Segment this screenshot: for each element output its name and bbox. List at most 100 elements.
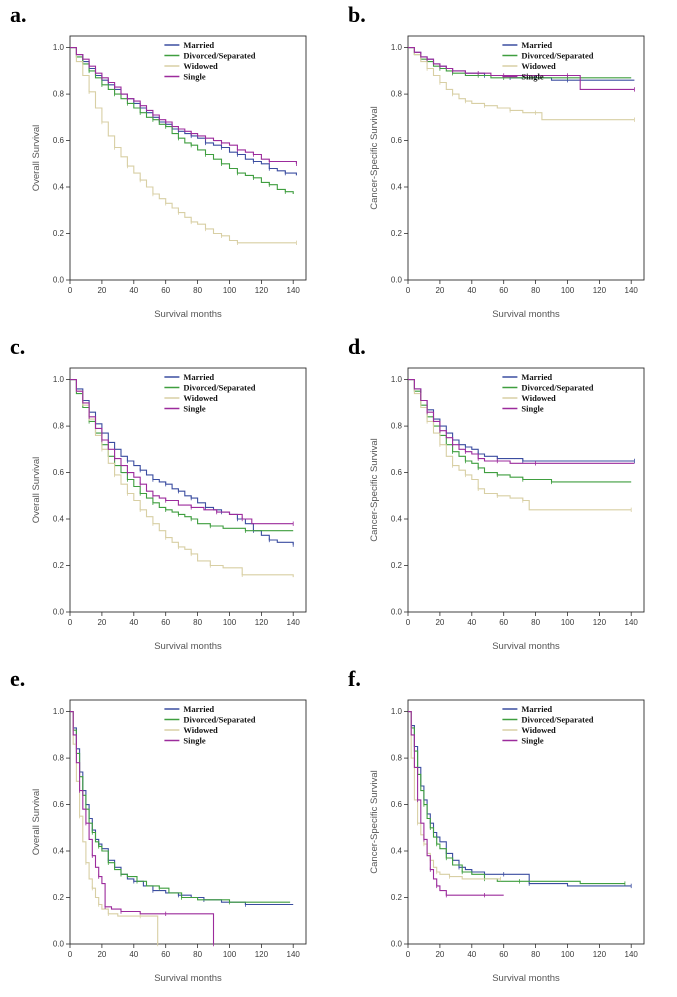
plot-frame bbox=[69, 35, 307, 281]
x-tick-label: 140 bbox=[287, 950, 301, 959]
x-tick-label: 120 bbox=[255, 950, 269, 959]
x-tick-label: 120 bbox=[593, 286, 607, 295]
legend-label-widowed: Widowed bbox=[183, 393, 218, 403]
plot-frame bbox=[69, 699, 307, 945]
x-axis-title: Survival months bbox=[492, 973, 560, 984]
x-tick-label: 40 bbox=[129, 618, 138, 627]
y-tick-label: 0.0 bbox=[53, 608, 65, 617]
km-curve-married bbox=[70, 379, 294, 545]
legend-label-married: Married bbox=[521, 372, 552, 382]
survival-chart: 0.0 0.2 0.4 0.6 0.8 1.0 0 20 40 60 80 100 120 140 Surv… bbox=[369, 367, 645, 652]
x-tick-label: 20 bbox=[435, 286, 444, 295]
legend-label-divorced-separated: Divorced/Separated bbox=[183, 715, 255, 725]
x-tick-label: 40 bbox=[129, 286, 138, 295]
x-tick-label: 100 bbox=[223, 950, 237, 959]
x-tick-label: 60 bbox=[499, 950, 508, 959]
y-tick-label: 0.8 bbox=[53, 422, 65, 431]
legend-label-widowed: Widowed bbox=[183, 725, 218, 735]
y-tick-label: 1.0 bbox=[53, 707, 65, 716]
y-tick-label: 1.0 bbox=[391, 375, 403, 384]
y-tick-label: 0.6 bbox=[53, 468, 65, 477]
y-tick-label: 0.2 bbox=[391, 561, 403, 570]
chart-mount-c: 0.0 0.2 0.4 0.6 0.8 1.0 0 20 40 60 80 100 120 140 Surv… bbox=[26, 358, 318, 659]
survival-chart: 0.0 0.2 0.4 0.6 0.8 1.0 0 20 40 60 80 100 120 140 Surv… bbox=[31, 35, 307, 320]
panel-c: c. 0.0 0.2 0.4 0.6 0.8 1.0 0 20 40 60 80 100 120 140 S… bbox=[0, 332, 338, 664]
survival-chart: 0.0 0.2 0.4 0.6 0.8 1.0 0 20 40 60 80 100 120 140 Surv… bbox=[369, 699, 645, 984]
survival-chart: 0.0 0.2 0.4 0.6 0.8 1.0 0 20 40 60 80 100 120 140 Surv… bbox=[31, 367, 307, 652]
survival-chart: 0.0 0.2 0.4 0.6 0.8 1.0 0 20 40 60 80 100 120 140 Surv… bbox=[369, 35, 645, 320]
panel-b: b. 0.0 0.2 0.4 0.6 0.8 1.0 0 20 40 60 80 100 120 140 S… bbox=[338, 0, 677, 332]
km-curve-divorced-separated bbox=[70, 47, 294, 194]
x-tick-label: 140 bbox=[287, 618, 301, 627]
x-axis-title: Survival months bbox=[492, 309, 560, 320]
x-tick-label: 40 bbox=[129, 950, 138, 959]
x-tick-label: 0 bbox=[406, 286, 411, 295]
x-tick-label: 0 bbox=[68, 950, 73, 959]
x-tick-label: 20 bbox=[97, 618, 106, 627]
x-tick-label: 80 bbox=[193, 950, 202, 959]
x-tick-label: 120 bbox=[593, 618, 607, 627]
y-tick-label: 0.2 bbox=[53, 561, 65, 570]
km-curve-single bbox=[408, 711, 504, 896]
km-curve-divorced-separated bbox=[408, 47, 632, 79]
panel-a: a. 0.0 0.2 0.4 0.6 0.8 1.0 0 20 40 60 80 100 120 140 S… bbox=[0, 0, 338, 332]
y-tick-label: 0.8 bbox=[391, 90, 403, 99]
x-tick-label: 80 bbox=[531, 950, 540, 959]
panel-e: e. 0.0 0.2 0.4 0.6 0.8 1.0 0 20 40 60 80 100 120 140 S… bbox=[0, 664, 338, 996]
y-tick-label: 1.0 bbox=[391, 707, 403, 716]
panel-f: f. 0.0 0.2 0.4 0.6 0.8 1.0 0 20 40 60 80 100 120 140 S… bbox=[338, 664, 677, 996]
legend-label-divorced-separated: Divorced/Separated bbox=[521, 715, 593, 725]
legend-label-married: Married bbox=[183, 372, 214, 382]
survival-chart: 0.0 0.2 0.4 0.6 0.8 1.0 0 20 40 60 80 100 120 140 Surv… bbox=[31, 699, 307, 984]
plot-frame bbox=[407, 35, 645, 281]
plot-frame bbox=[407, 699, 645, 945]
y-axis-title: Cancer-Specific Survival bbox=[369, 106, 380, 209]
x-tick-label: 40 bbox=[467, 950, 476, 959]
x-tick-label: 100 bbox=[561, 286, 575, 295]
x-tick-label: 40 bbox=[467, 286, 476, 295]
x-tick-label: 20 bbox=[97, 950, 106, 959]
x-tick-label: 60 bbox=[161, 950, 170, 959]
x-tick-label: 0 bbox=[68, 286, 73, 295]
x-tick-label: 140 bbox=[625, 618, 639, 627]
km-curve-widowed bbox=[408, 711, 501, 880]
x-tick-label: 140 bbox=[287, 286, 301, 295]
chart-mount-b: 0.0 0.2 0.4 0.6 0.8 1.0 0 20 40 60 80 100 120 140 Surv… bbox=[364, 26, 656, 327]
x-tick-label: 60 bbox=[161, 618, 170, 627]
y-tick-label: 0.4 bbox=[53, 847, 65, 856]
y-tick-label: 0.0 bbox=[391, 940, 403, 949]
legend-label-widowed: Widowed bbox=[521, 393, 556, 403]
km-curve-married bbox=[70, 711, 294, 906]
legend-label-divorced-separated: Divorced/Separated bbox=[521, 51, 593, 61]
x-tick-label: 60 bbox=[161, 286, 170, 295]
x-tick-label: 120 bbox=[255, 618, 269, 627]
panel-label-f: f. bbox=[348, 666, 361, 691]
km-curve-divorced-separated bbox=[408, 711, 625, 885]
y-tick-label: 0.0 bbox=[53, 276, 65, 285]
y-tick-label: 0.0 bbox=[53, 940, 65, 949]
x-tick-label: 0 bbox=[406, 618, 411, 627]
x-axis-title: Survival months bbox=[154, 641, 222, 652]
plot-frame bbox=[407, 367, 645, 613]
y-tick-label: 0.4 bbox=[391, 847, 403, 856]
x-tick-label: 100 bbox=[223, 286, 237, 295]
x-tick-label: 100 bbox=[561, 618, 575, 627]
y-tick-label: 1.0 bbox=[53, 43, 65, 52]
y-tick-label: 0.0 bbox=[391, 608, 403, 617]
x-tick-label: 80 bbox=[531, 286, 540, 295]
km-curve-single bbox=[408, 379, 635, 464]
y-tick-label: 0.8 bbox=[53, 754, 65, 763]
legend-label-single: Single bbox=[183, 736, 205, 746]
x-tick-label: 0 bbox=[68, 618, 73, 627]
km-curve-single bbox=[70, 711, 215, 944]
x-tick-label: 120 bbox=[255, 286, 269, 295]
legend-label-widowed: Widowed bbox=[521, 725, 556, 735]
legend-label-widowed: Widowed bbox=[521, 61, 556, 71]
km-curve-widowed bbox=[70, 379, 294, 578]
x-tick-label: 80 bbox=[531, 618, 540, 627]
legend-label-divorced-separated: Divorced/Separated bbox=[521, 383, 593, 393]
y-tick-label: 0.2 bbox=[391, 229, 403, 238]
y-tick-label: 0.2 bbox=[391, 893, 403, 902]
x-tick-label: 140 bbox=[625, 950, 639, 959]
legend-label-married: Married bbox=[521, 704, 552, 714]
